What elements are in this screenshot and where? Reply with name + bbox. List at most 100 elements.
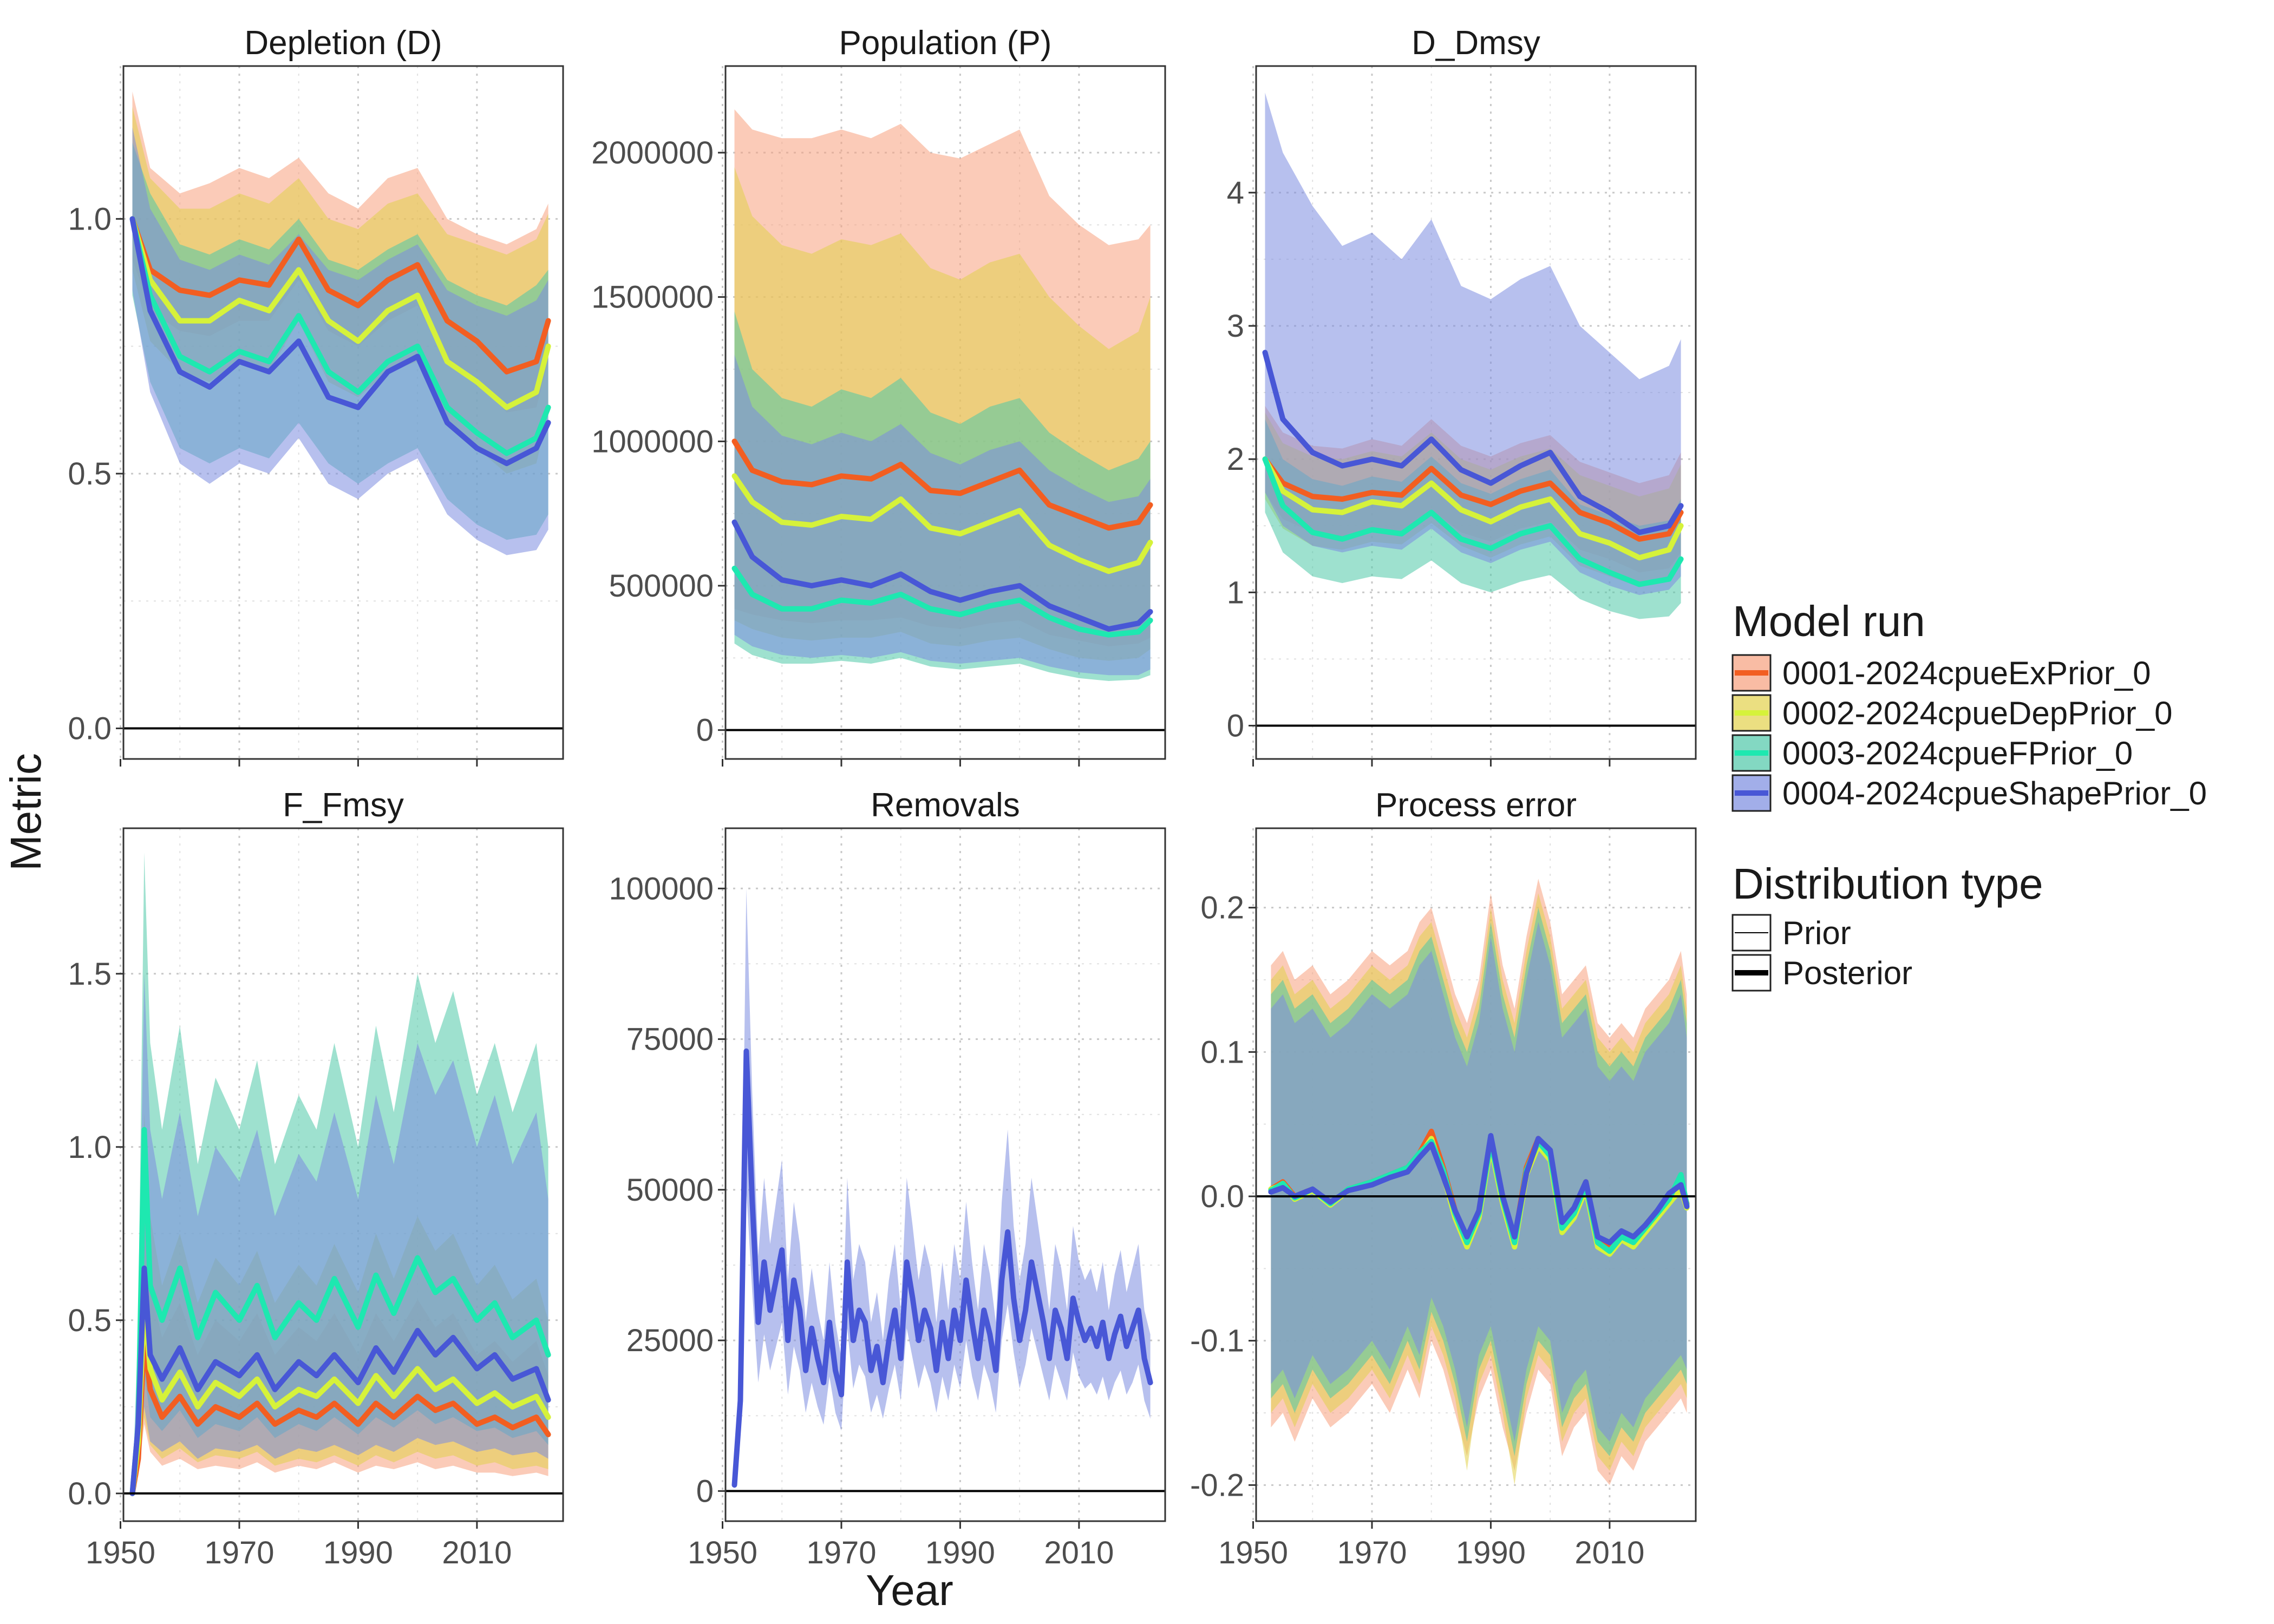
y-tick-label: 0.5 (68, 456, 112, 492)
series-group (129, 852, 551, 1496)
x-tick-label: 1970 (806, 1535, 876, 1570)
ribbon-0004-2024cpueShapePrior_0 (132, 127, 548, 555)
y-tick-label: 25000 (626, 1323, 714, 1358)
panel-frame (724, 65, 1166, 760)
legend-item: 0004-2024cpueShapePrior_0 (1731, 774, 2207, 812)
y-tick-label: 0.0 (68, 1476, 112, 1511)
legend-distribution-types: Prior Posterior (1731, 914, 1912, 992)
ribbon-0004-2024cpueShapePrior_0 (132, 973, 548, 1494)
legend-item: Posterior (1731, 954, 1912, 992)
x-tick-label: 1970 (1337, 1535, 1407, 1570)
y-tick-label: 1.5 (68, 957, 112, 992)
panel-title: Process error (1375, 787, 1577, 824)
panel-frame (122, 65, 564, 760)
panel-frame (1255, 827, 1697, 1522)
x-tick-label: 2010 (442, 1535, 512, 1570)
panel-1: Depletion (D) 0.0 0.5 1.0 (68, 24, 564, 767)
legend: Model run 0001-2024cpueExPrior_0 0002-202… (1731, 597, 2207, 992)
x-tick-label: 1950 (86, 1535, 155, 1570)
y-tick-label: 1.0 (68, 201, 112, 237)
legend-item: 0002-2024cpueDepPrior_0 (1731, 694, 2173, 732)
line-0001-2024cpueExPrior_0 (129, 1334, 551, 1496)
panel-frame (1255, 65, 1697, 760)
ribbon-0004-2024cpueShapePrior_0 (1271, 922, 1687, 1442)
line-0002-2024cpueDepPrior_0 (1262, 456, 1684, 561)
legend-distribution-title: Distribution type (1733, 860, 2043, 908)
y-tick-label: 0.0 (68, 711, 112, 746)
grid-lines (722, 828, 1165, 1521)
y-tick-label: 2000000 (591, 135, 714, 171)
y-tick-label: -0.1 (1190, 1324, 1244, 1359)
line-0004-2024cpueShapePrior_0 (1262, 350, 1684, 535)
legend-label: 0002-2024cpueDepPrior_0 (1782, 695, 2173, 731)
panel-title: Depletion (D) (244, 24, 442, 62)
legend-label: 0001-2024cpueExPrior_0 (1782, 655, 2151, 691)
x-axis-title: Year (866, 1566, 953, 1614)
x-tick-label: 1990 (1456, 1535, 1526, 1570)
line-0001-2024cpueExPrior_0 (731, 438, 1153, 531)
y-tick-label: 0 (1227, 708, 1244, 743)
panels-group: Depletion (D) 0.0 0.5 1.0 Population (P) 0 500… (68, 24, 1697, 1570)
legend-model-run-title: Model run (1733, 597, 1925, 645)
y-tick-label: 75000 (626, 1022, 714, 1057)
y-tick-label: 100000 (609, 871, 714, 906)
panel-frame (122, 827, 564, 1522)
line-0004-2024cpueShapePrior_0 (129, 1265, 551, 1496)
x-tick-label: 1970 (204, 1535, 274, 1570)
legend-label: Prior (1782, 915, 1851, 951)
line-0002-2024cpueDepPrior_0 (129, 1300, 551, 1496)
panel-title: D_Dmsy (1412, 24, 1540, 62)
panel-frame (724, 827, 1166, 1522)
panel-6: Process error -0.2 -0.1 0.0 0.1 0.2 1950 1970 19… (1190, 787, 1697, 1570)
series-group (731, 888, 1153, 1488)
y-tick-label: 0.2 (1200, 890, 1244, 926)
legend-label: 0004-2024cpueShapePrior_0 (1782, 775, 2207, 811)
line-0001-2024cpueExPrior_0 (129, 216, 551, 375)
line-0004-2024cpueShapePrior_0 (129, 216, 551, 467)
line-0004-2024cpueShapePrior_0 (731, 1048, 1153, 1488)
ribbon-0004-2024cpueShapePrior_0 (1265, 93, 1681, 595)
series-group (1268, 879, 1690, 1485)
ribbon-0004-2024cpueShapePrior_0 (734, 355, 1151, 676)
x-tick-label: 2010 (1044, 1535, 1114, 1570)
y-tick-label: 0 (696, 1474, 714, 1509)
y-axis-title: Metric (2, 753, 50, 871)
panel-title: Removals (871, 787, 1020, 824)
y-tick-label: 500000 (609, 568, 714, 604)
legend-model-runs: 0001-2024cpueExPrior_0 0002-2024cpueDepPr… (1731, 654, 2207, 812)
line-0002-2024cpueDepPrior_0 (129, 216, 551, 410)
y-tick-label: -0.2 (1190, 1468, 1244, 1503)
series-group (731, 109, 1153, 681)
panel-4: F_Fmsy 0.0 0.5 1.0 1.5 1950 1970 1990 2010 (68, 787, 564, 1570)
series-group (129, 91, 551, 555)
line-0003-2024cpueFPrior_0 (129, 216, 551, 456)
y-tick-label: 1 (1227, 575, 1244, 610)
line-0003-2024cpueFPrior_0 (129, 1127, 551, 1496)
line-0002-2024cpueDepPrior_0 (731, 473, 1153, 574)
x-tick-label: 1990 (323, 1535, 393, 1570)
x-tick-label: 1990 (925, 1535, 995, 1570)
legend-item: Prior (1731, 914, 1851, 952)
y-tick-label: 0.0 (1200, 1179, 1244, 1214)
legend-label: 0003-2024cpueFPrior_0 (1782, 735, 2133, 771)
legend-item: 0003-2024cpueFPrior_0 (1731, 734, 2133, 772)
y-tick-label: 0.1 (1200, 1034, 1244, 1070)
y-tick-label: 0 (696, 713, 714, 748)
y-tick-label: 50000 (626, 1173, 714, 1208)
legend-item: 0001-2024cpueExPrior_0 (1731, 654, 2151, 692)
series-group (1262, 93, 1684, 619)
panel-2: Population (P) 0 500000 1000000 1500000 20000… (591, 24, 1166, 767)
panel-3: D_Dmsy 0 1 2 3 4 (1227, 24, 1697, 767)
line-0003-2024cpueFPrior_0 (1262, 456, 1684, 587)
x-tick-label: 2010 (1574, 1535, 1644, 1570)
legend-label: Posterior (1782, 955, 1912, 991)
line-0001-2024cpueExPrior_0 (1262, 456, 1684, 542)
panel-title: Population (P) (839, 24, 1052, 62)
x-tick-label: 1950 (1218, 1535, 1288, 1570)
line-0004-2024cpueShapePrior_0 (731, 519, 1153, 632)
y-tick-label: 1500000 (591, 280, 714, 315)
x-tick-label: 1950 (688, 1535, 757, 1570)
y-tick-label: 2 (1227, 442, 1244, 477)
panel-title: F_Fmsy (283, 787, 404, 824)
